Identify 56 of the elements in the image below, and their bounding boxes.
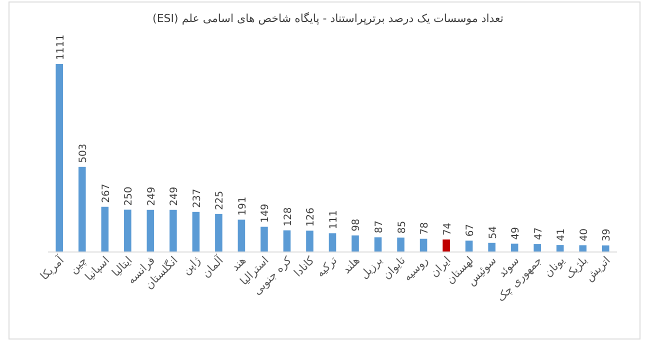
- data-label: 250: [124, 186, 135, 206]
- x-tick-label: هلند: [340, 254, 363, 276]
- bar: [510, 244, 518, 252]
- data-label: 128: [282, 207, 294, 226]
- data-label: 249: [169, 186, 180, 206]
- bar: [78, 166, 86, 252]
- bar: [488, 242, 496, 252]
- data-label: 1111: [55, 34, 66, 60]
- data-label: 126: [306, 208, 317, 227]
- x-tick-label: آمریکا: [37, 252, 68, 283]
- data-label: 49: [510, 226, 522, 240]
- bar: [534, 244, 541, 252]
- data-label: 54: [488, 226, 499, 239]
- bar: [101, 206, 109, 252]
- data-label: 149: [260, 204, 272, 223]
- data-label: 225: [214, 190, 226, 210]
- x-tick-label: یونان: [542, 254, 568, 280]
- bar: [283, 230, 291, 252]
- data-label: 39: [602, 228, 613, 242]
- bar: [146, 210, 154, 252]
- bar: [215, 214, 222, 252]
- bar: [397, 238, 404, 252]
- x-tick-label: ایتالیا: [109, 254, 135, 280]
- bar: [556, 245, 564, 252]
- data-label: 191: [237, 196, 248, 216]
- data-label: 111: [328, 210, 340, 230]
- bar: [465, 240, 473, 252]
- bar: [602, 245, 610, 252]
- data-label: 74: [442, 222, 454, 236]
- data-label: 85: [396, 220, 408, 234]
- bar: [442, 239, 450, 252]
- bar: [579, 245, 586, 252]
- data-label: 41: [556, 228, 568, 242]
- bar: [170, 210, 177, 252]
- data-label: 78: [420, 222, 431, 235]
- bar: [238, 220, 246, 252]
- data-label: 40: [578, 228, 590, 242]
- bar: [124, 210, 132, 252]
- data-label: 503: [78, 144, 90, 163]
- bar: [192, 212, 200, 252]
- bar: [56, 64, 64, 252]
- data-label: 87: [374, 220, 386, 234]
- x-tick-label: ژاپن: [180, 254, 204, 278]
- bar: [374, 237, 382, 252]
- bar: [306, 230, 314, 252]
- data-label: 47: [533, 227, 544, 240]
- bar: [260, 226, 268, 252]
- data-label: 237: [192, 188, 203, 208]
- data-label: 98: [351, 218, 362, 232]
- bar: [352, 235, 359, 252]
- data-label: 67: [465, 224, 476, 237]
- chart-title: تعداد موسسات یک درصد برترپراستناد - پایگاه شاخص های اسامی علم (ESI): [152, 12, 504, 25]
- data-label: 267: [100, 184, 112, 203]
- bar: [420, 238, 428, 252]
- bar: [328, 233, 336, 252]
- data-label: 249: [146, 186, 158, 206]
